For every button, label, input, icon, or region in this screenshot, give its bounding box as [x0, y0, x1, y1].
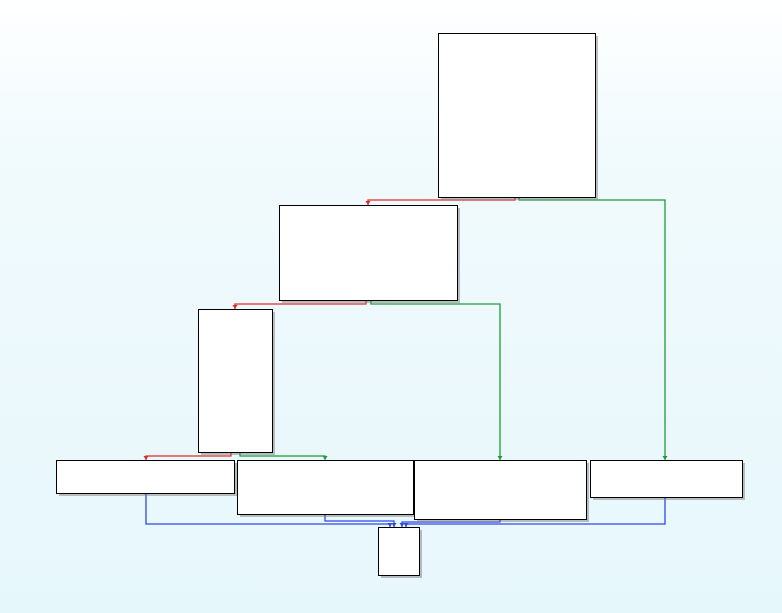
block-body[interactable] — [414, 460, 587, 520]
code-block-b2[interactable] — [198, 309, 276, 456]
block-body[interactable] — [198, 309, 273, 453]
edge-b1-to-b5 — [369, 299, 503, 460]
code-block-b7[interactable] — [378, 527, 423, 579]
block-body[interactable] — [378, 527, 420, 576]
block-body[interactable] — [279, 205, 458, 301]
code-block-b6[interactable] — [590, 460, 746, 501]
block-body[interactable] — [237, 460, 414, 515]
arrow-head-icon — [403, 523, 409, 527]
arrow-head-icon — [322, 456, 328, 460]
edge-line — [370, 300, 501, 460]
arrow-head-icon — [391, 523, 397, 527]
code-block-b5[interactable] — [414, 460, 590, 523]
code-block-b4[interactable] — [237, 460, 417, 518]
arrow-head-icon — [232, 305, 238, 309]
arrow-head-icon — [387, 523, 393, 527]
arrow-head-icon — [497, 456, 503, 460]
block-body[interactable] — [438, 33, 596, 198]
code-block-b3[interactable] — [56, 460, 238, 497]
arrow-head-icon — [365, 201, 371, 205]
edge-line — [518, 197, 666, 460]
arrow-head-icon — [143, 456, 149, 460]
arrow-head-icon — [662, 456, 668, 460]
block-body[interactable] — [56, 460, 235, 494]
code-block-b0[interactable] — [438, 33, 599, 201]
blocks-layer — [56, 33, 746, 579]
code-block-b1[interactable] — [279, 205, 461, 304]
arrow-head-icon — [399, 523, 405, 527]
edge-b0-to-b6 — [517, 196, 668, 460]
block-body[interactable] — [590, 460, 743, 498]
